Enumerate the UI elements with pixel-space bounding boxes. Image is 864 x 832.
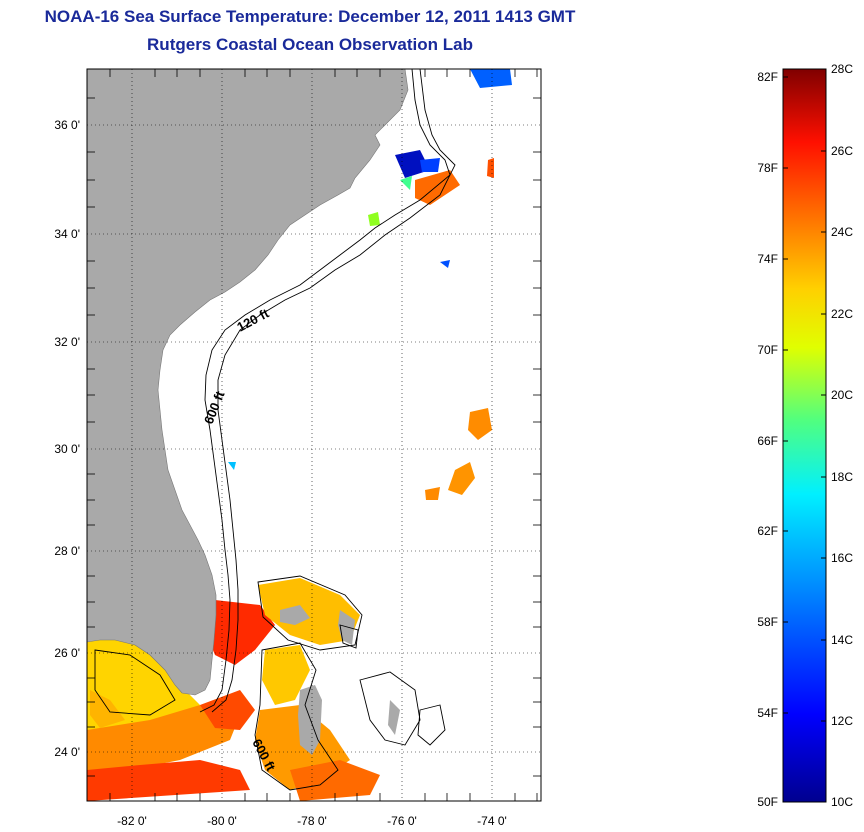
lon-label-82: -82 0' [117, 814, 147, 828]
sst-florida-straits-patch [200, 600, 275, 730]
colorbar-label-74f: 74F [757, 252, 778, 266]
colorbar-label-66f: 66F [757, 434, 778, 448]
lat-label-34: 34 0' [54, 227, 80, 241]
colorbar-label-24c: 24C [831, 225, 853, 239]
colorbar-label-18c: 18C [831, 470, 853, 484]
lat-label-32: 32 0' [54, 335, 80, 349]
colorbar-label-12c: 12C [831, 714, 853, 728]
colorbar-label-50f: 50F [757, 795, 778, 809]
bahamas-eleuthera [388, 700, 400, 735]
sst-gulf-patch [87, 640, 250, 801]
colorbar-label-20c: 20C [831, 388, 853, 402]
colorbar-gradient [782, 68, 827, 803]
map-subtitle: Rutgers Coastal Ocean Observation Lab [147, 35, 473, 54]
colorbar-label-10c: 10C [831, 795, 853, 809]
lon-label-74: -74 0' [477, 814, 507, 828]
colorbar-label-28c: 28C [831, 62, 853, 76]
land-mass [87, 69, 409, 696]
colorbar-label-54f: 54F [757, 706, 778, 720]
lat-label-28: 28 0' [54, 544, 80, 558]
lat-label-24: 24 0' [54, 745, 80, 759]
temperature-colorbar: 82F 78F 74F 70F 66F 62F 58F 54F 50F 28C … [757, 62, 853, 809]
lat-label-26: 26 0' [54, 646, 80, 660]
axis-ticks [87, 69, 541, 801]
colorbar-label-70f: 70F [757, 343, 778, 357]
colorbar-label-78f: 78F [757, 161, 778, 175]
colorbar-label-58f: 58F [757, 615, 778, 629]
bahamas-andros-island [298, 685, 322, 755]
bathymetry-contours [94, 69, 456, 791]
lat-label-36: 36 0' [54, 118, 80, 132]
lon-label-80: -80 0' [207, 814, 237, 828]
colorbar-label-62f: 62F [757, 524, 778, 538]
lon-label-76: -76 0' [387, 814, 417, 828]
plot-frame [86, 68, 542, 802]
colorbar-label-26c: 26C [831, 144, 853, 158]
colorbar-label-14c: 14C [831, 633, 853, 647]
bahamas-grand-bahama [280, 605, 310, 625]
colorbar-label-16c: 16C [831, 551, 853, 565]
lon-label-78: -78 0' [297, 814, 327, 828]
lat-label-30: 30 0' [54, 442, 80, 456]
colorbar-label-22c: 22C [831, 307, 853, 321]
sst-bahamas-patch [255, 578, 380, 801]
map-title: NOAA-16 Sea Surface Temperature: Decembe… [44, 7, 576, 26]
colorbar-label-82f: 82F [757, 70, 778, 84]
